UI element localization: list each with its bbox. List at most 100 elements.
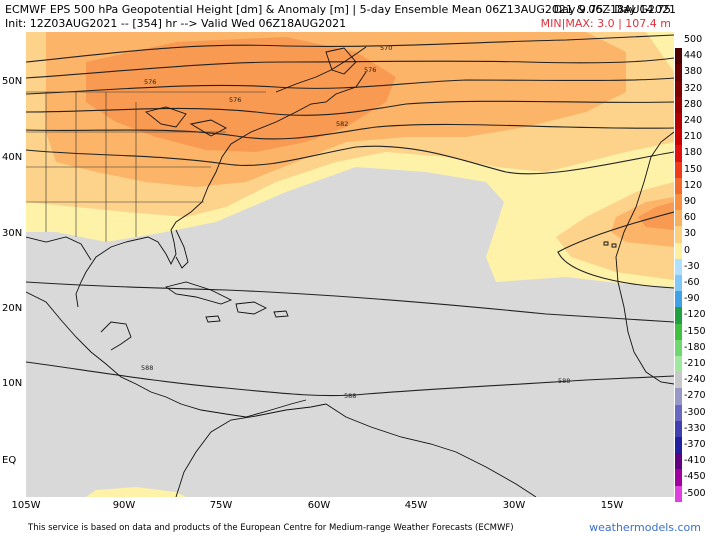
legend-entry: 120: [675, 177, 715, 194]
legend-label: 180: [684, 147, 703, 159]
legend-label: 380: [684, 66, 703, 78]
lon-label: 45W: [404, 500, 428, 511]
contour-line: [26, 145, 674, 175]
lon-label: 60W: [307, 500, 331, 511]
legend-swatch: [675, 226, 682, 243]
legend-swatch: [675, 129, 682, 146]
legend-entry: 180: [675, 145, 715, 162]
legend-label: -210: [684, 358, 706, 369]
legend-entry: -180: [675, 339, 715, 356]
coastline-maritimes: [275, 46, 367, 93]
contour-labels: 570 576 576 576 582 588 588 588: [141, 44, 570, 400]
legend-swatch: [675, 307, 682, 324]
lon-label: 15W: [600, 500, 624, 511]
legend-label: -270: [684, 390, 706, 402]
legend-label: 90: [684, 196, 697, 207]
legend-entry: 210: [675, 129, 715, 146]
contour-line: [26, 34, 674, 63]
legend-entry: -450: [675, 469, 715, 486]
puerto-rico: [273, 310, 289, 318]
legend-label: -330: [684, 422, 706, 434]
legend-swatch: [675, 161, 682, 178]
legend-entry: -270: [675, 388, 715, 405]
anomaly-color-legend: 500 440 380 320 280 240 210 180 150 120 90 60 30 0 -30…: [675, 32, 715, 504]
legend-label: 210: [684, 131, 703, 143]
legend-entry: 380: [675, 64, 715, 81]
legend-swatch: [675, 258, 682, 275]
map-panel: 570 576 576 576 582 588 588 588: [26, 32, 674, 497]
legend-entry: -210: [675, 356, 715, 373]
legend-label: -450: [684, 471, 706, 483]
legend-label: 150: [684, 163, 703, 175]
legend-swatch: [675, 323, 682, 340]
legend-swatch: [675, 113, 682, 130]
contour-line: [557, 211, 674, 289]
legend-label: 500: [684, 34, 703, 45]
min-max-readout: MIN|MAX: 3.0 | 107.4 m: [540, 17, 671, 30]
lon-label: 30W: [502, 500, 526, 511]
coastline-florida: [175, 229, 189, 269]
data-attribution: This service is based on data and produc…: [28, 523, 514, 533]
contour-line: [26, 77, 674, 95]
legend-label: 120: [684, 179, 703, 191]
coastline-gulf: [26, 236, 92, 261]
coastline-central-america: [26, 291, 307, 418]
legend-entry: -370: [675, 437, 715, 454]
legend-swatch: [675, 372, 682, 389]
legend-entry: -120: [675, 307, 715, 324]
legend-entry: -240: [675, 372, 715, 389]
legend-label: -30: [684, 260, 700, 272]
state-borders: [26, 91, 266, 242]
legend-entry: -90: [675, 291, 715, 308]
legend-label: 240: [684, 115, 703, 126]
legend-label: -180: [684, 341, 706, 353]
legend-swatch: [675, 453, 682, 470]
legend-label: 30: [684, 228, 697, 240]
contour-label: 576: [229, 96, 241, 104]
legend-swatch: [675, 242, 682, 259]
lat-label: 20N: [2, 303, 23, 314]
legend-label: -150: [684, 325, 706, 337]
legend-swatch: [675, 275, 682, 292]
legend-entry: 150: [675, 161, 715, 178]
brand-link[interactable]: weathermodels.com: [589, 521, 701, 534]
anomaly-fill-90-120: [86, 37, 396, 152]
coastline-north-america: [75, 71, 367, 308]
legend-swatch: [675, 194, 682, 211]
lat-label: 10N: [2, 378, 23, 389]
legend-swatch: [675, 210, 682, 227]
forecast-days: Day 9.75 - Day 14.75: [553, 3, 671, 16]
contour-label: 588: [344, 392, 356, 400]
legend-swatch: [675, 356, 682, 373]
contour-line: [26, 123, 674, 140]
legend-label: -410: [684, 455, 706, 467]
legend-label: 0: [684, 244, 691, 256]
legend-swatch: [675, 404, 682, 421]
legend-swatch: [675, 437, 682, 454]
contour-line: [26, 100, 674, 116]
legend-label: -120: [684, 309, 706, 321]
anomaly-fill-0-30-bottom: [86, 487, 186, 497]
legend-entry: -150: [675, 323, 715, 340]
coastline-yucatan: [100, 321, 132, 351]
lon-label: 90W: [112, 500, 136, 511]
contour-label: 588: [141, 364, 153, 372]
height-contours: [26, 34, 674, 397]
legend-entry: 30: [675, 226, 715, 243]
legend-entry: -300: [675, 404, 715, 421]
legend-entry: 500: [675, 32, 715, 49]
legend-swatch: [675, 485, 682, 502]
contour-label: 576: [364, 66, 376, 74]
hispaniola: [235, 301, 268, 315]
lon-label: 105W: [11, 500, 41, 511]
lat-label: 40N: [2, 152, 23, 163]
contour-line: [26, 281, 674, 323]
legend-entry: 90: [675, 194, 715, 211]
lon-label: 75W: [209, 500, 233, 511]
canary-islands: [603, 241, 617, 248]
init-time: Init: 12Z03AUG2021 -- [354] hr --> Valid…: [5, 17, 347, 30]
anomaly-fill-90-120-east: [638, 202, 674, 230]
legend-swatch: [675, 80, 682, 97]
legend-swatch: [675, 339, 682, 356]
legend-label: 60: [684, 212, 697, 224]
